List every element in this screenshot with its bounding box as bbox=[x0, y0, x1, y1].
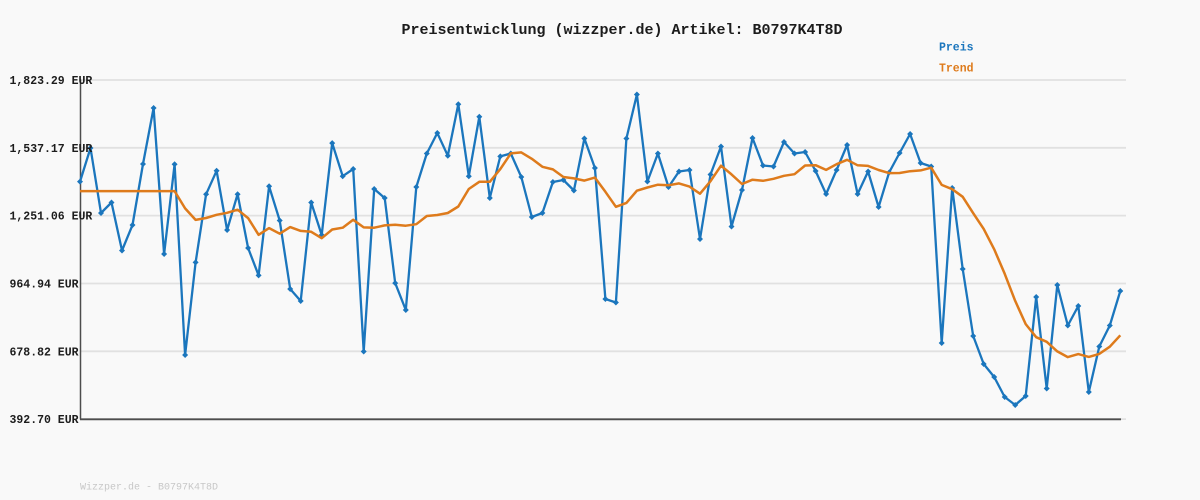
svg-text:Trend: Trend bbox=[939, 63, 974, 76]
svg-text:964.94 EUR: 964.94 EUR bbox=[10, 279, 79, 292]
svg-text:1,823.29 EUR: 1,823.29 EUR bbox=[10, 75, 93, 88]
svg-text:Preis: Preis bbox=[939, 42, 974, 55]
svg-text:392.70 EUR: 392.70 EUR bbox=[10, 414, 79, 427]
svg-text:Preisentwicklung (wizzper.de): Preisentwicklung (wizzper.de) Artikel: B… bbox=[401, 22, 842, 39]
svg-text:678.82 EUR: 678.82 EUR bbox=[10, 346, 79, 359]
svg-text:1,537.17 EUR: 1,537.17 EUR bbox=[10, 143, 93, 156]
svg-text:Wizzper.de - B0797K4T8D: Wizzper.de - B0797K4T8D bbox=[80, 482, 218, 494]
svg-text:1,251.06 EUR: 1,251.06 EUR bbox=[10, 211, 93, 224]
